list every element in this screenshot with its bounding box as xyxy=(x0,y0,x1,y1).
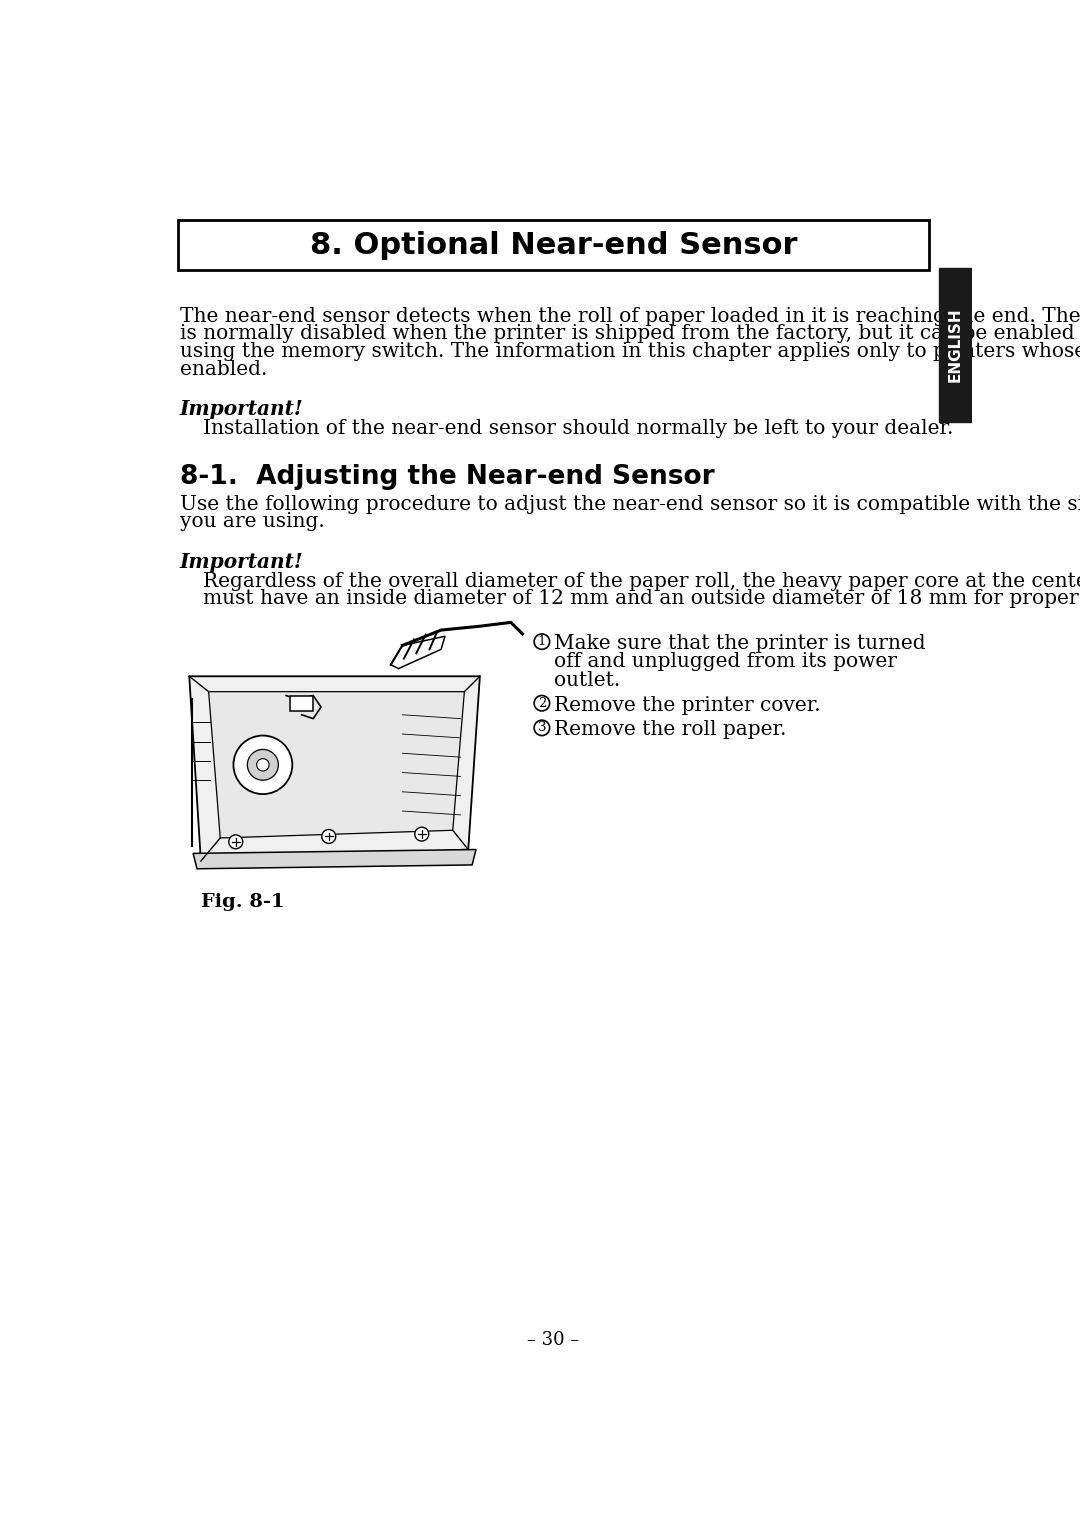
Text: outlet.: outlet. xyxy=(554,671,621,690)
Text: 8-1.  Adjusting the Near-end Sensor: 8-1. Adjusting the Near-end Sensor xyxy=(180,463,715,489)
Text: ENGLISH: ENGLISH xyxy=(948,307,963,382)
Text: Fig. 8-1: Fig. 8-1 xyxy=(201,893,284,911)
Text: Use the following procedure to adjust the near-end sensor so it is compatible wi: Use the following procedure to adjust th… xyxy=(180,494,1080,514)
Polygon shape xyxy=(189,676,480,861)
Text: 8. Optional Near-end Sensor: 8. Optional Near-end Sensor xyxy=(310,231,797,260)
Text: Regardless of the overall diameter of the paper roll, the heavy paper core at th: Regardless of the overall diameter of th… xyxy=(203,572,1080,590)
Text: Important!: Important! xyxy=(180,399,303,419)
Circle shape xyxy=(247,749,279,780)
Polygon shape xyxy=(193,850,476,868)
Text: 2: 2 xyxy=(538,697,546,709)
Text: 1: 1 xyxy=(538,635,546,648)
FancyBboxPatch shape xyxy=(177,220,930,271)
Text: using the memory switch. The information in this chapter applies only to printer: using the memory switch. The information… xyxy=(180,342,1080,361)
Text: – 30 –: – 30 – xyxy=(527,1330,580,1349)
Text: The near-end sensor detects when the roll of paper loaded in it is reaching the : The near-end sensor detects when the rol… xyxy=(180,307,1080,326)
Polygon shape xyxy=(291,696,313,711)
Text: enabled.: enabled. xyxy=(180,359,268,379)
Text: must have an inside diameter of 12 mm and an outside diameter of 18 mm for prope: must have an inside diameter of 12 mm an… xyxy=(203,589,1080,609)
Text: off and unplugged from its power: off and unplugged from its power xyxy=(554,653,897,671)
Polygon shape xyxy=(208,691,464,838)
Circle shape xyxy=(257,758,269,771)
Circle shape xyxy=(415,827,429,841)
Text: Installation of the near-end sensor should normally be left to your dealer.: Installation of the near-end sensor shou… xyxy=(203,419,954,439)
Polygon shape xyxy=(391,636,445,668)
Text: 3: 3 xyxy=(538,722,546,734)
FancyBboxPatch shape xyxy=(939,268,972,422)
Text: you are using.: you are using. xyxy=(180,512,325,531)
Text: is normally disabled when the printer is shipped from the factory, but it can be: is normally disabled when the printer is… xyxy=(180,324,1080,344)
Circle shape xyxy=(322,830,336,844)
Text: Make sure that the printer is turned: Make sure that the printer is turned xyxy=(554,635,926,653)
Text: Remove the roll paper.: Remove the roll paper. xyxy=(554,720,786,739)
Text: Remove the printer cover.: Remove the printer cover. xyxy=(554,696,821,714)
Circle shape xyxy=(233,735,293,794)
Circle shape xyxy=(229,835,243,849)
Text: Important!: Important! xyxy=(180,552,303,572)
